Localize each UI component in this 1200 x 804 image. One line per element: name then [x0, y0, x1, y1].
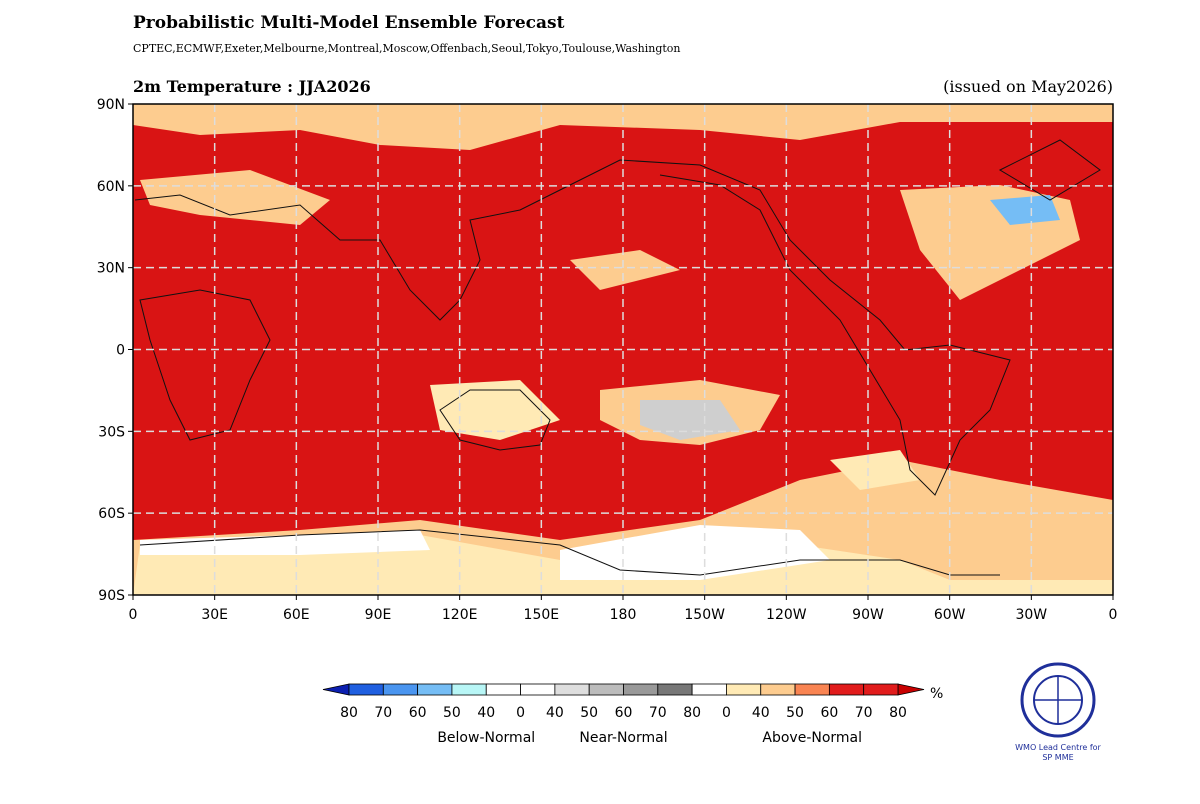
colorbar-cell [520, 683, 556, 696]
colorbar-label: 40 [752, 705, 770, 721]
colorbar-unit: % [930, 686, 943, 702]
lat-tick-label: 30S [98, 424, 125, 440]
lat-tick-label: 0 [116, 343, 125, 359]
colorbar-cell [623, 683, 659, 696]
title: Probabilistic Multi-Model Ensemble Forec… [133, 13, 565, 33]
colorbar-low-arrow [322, 683, 350, 696]
colorbar-label: 0 [722, 705, 731, 721]
lon-tick-label: 150W [684, 607, 725, 623]
lon-tick-label: 150E [524, 607, 560, 623]
lat-tick-label: 60N [97, 179, 125, 195]
colorbar-cell [863, 683, 899, 696]
colorbar-label: 70 [855, 705, 873, 721]
lon-tick-label: 90W [852, 607, 884, 623]
colorbar-label: 40 [477, 705, 495, 721]
lon-tick-label: 120E [442, 607, 478, 623]
shade [560, 525, 830, 580]
colorbar-label: 50 [580, 705, 598, 721]
colorbar-cell [588, 683, 624, 696]
category-label: Below-Normal [437, 730, 535, 746]
colorbar-label: 50 [443, 705, 461, 721]
category-label: Above-Normal [762, 730, 862, 746]
shade [640, 400, 740, 440]
shade [140, 170, 330, 225]
colorbar-label: 0 [516, 705, 525, 721]
lon-tick-label: 120W [766, 607, 807, 623]
colorbar-label: 60 [409, 705, 427, 721]
shade [570, 250, 680, 290]
colorbar-cell [760, 683, 796, 696]
colorbar-label: 70 [649, 705, 667, 721]
logo-emblem [1020, 662, 1096, 738]
colorbar-label: 80 [683, 705, 701, 721]
lon-tick-label: 0 [129, 607, 138, 623]
panel-title: 2m Temperature : JJA2026 [133, 77, 371, 96]
map-frame [132, 103, 1114, 596]
shade [133, 104, 1113, 150]
logo: WMO Lead Centre for SP MME [1015, 662, 1102, 762]
colorbar-cell [451, 683, 487, 696]
colorbar-cell [382, 683, 419, 696]
colorbar-cell [485, 683, 521, 696]
colorbar-label: 50 [786, 705, 804, 721]
lat-tick-label: 60S [98, 506, 125, 522]
colorbar-label: 70 [374, 705, 392, 721]
lon-tick-label: 0 [1109, 607, 1118, 623]
colorbar-cell [794, 683, 830, 696]
shade [830, 450, 920, 490]
colorbar-cell [657, 683, 693, 696]
lon-tick-label: 90E [365, 607, 392, 623]
issued: (issued on May2026) [943, 77, 1113, 96]
lon-tick-label: 60W [934, 607, 966, 623]
subtitle: CPTEC,ECMWF,Exeter,Melbourne,Montreal,Mo… [133, 42, 681, 55]
category-label: Near-Normal [579, 730, 667, 746]
lat-tick-label: 90N [97, 97, 125, 113]
lat-tick-label: 30N [97, 261, 125, 277]
colorbar-high-arrow [897, 683, 925, 696]
lon-tick-label: 30W [1015, 607, 1047, 623]
logo-lines [1034, 676, 1082, 724]
coastlines [134, 139, 1101, 576]
colorbar-label: 60 [820, 705, 838, 721]
lon-tick-label: 180 [610, 607, 637, 623]
colorbar-cell [554, 683, 590, 696]
colorbar-cell [691, 683, 727, 696]
lon-tick-label: 60E [283, 607, 310, 623]
lat-tick-label: 90S [98, 588, 125, 604]
colorbar-label: 60 [615, 705, 633, 721]
colorbar-cell [726, 683, 762, 696]
shade [140, 530, 430, 555]
colorbar-cell [417, 683, 453, 696]
logo-text: WMO Lead Centre for [1015, 743, 1101, 752]
colorbar-label: 80 [889, 705, 907, 721]
colorbar-label: 80 [340, 705, 358, 721]
colorbar-label: 40 [546, 705, 564, 721]
lon-tick-label: 30E [201, 607, 228, 623]
logo-text: SP MME [1042, 753, 1073, 762]
colorbar-cell [828, 683, 865, 696]
shade [990, 195, 1060, 225]
colorbar-cell [348, 683, 384, 696]
